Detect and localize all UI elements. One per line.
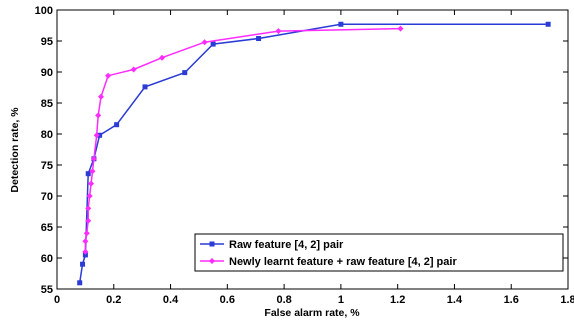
x-tick-label: 1.4 [447, 294, 463, 306]
x-tick-label: 0.6 [220, 294, 235, 306]
data-point-newly-learnt [88, 180, 95, 187]
y-tick-label: 75 [41, 160, 53, 172]
data-point-newly-learnt [89, 168, 96, 175]
data-point-raw-feature [80, 261, 86, 267]
x-tick-label: 1.8 [560, 294, 574, 306]
data-point-raw-feature [85, 171, 91, 177]
data-point-newly-learnt [98, 93, 105, 100]
data-point-newly-learnt [83, 230, 90, 237]
x-tick-label: 0.2 [106, 294, 121, 306]
data-point-newly-learnt [105, 72, 112, 79]
y-tick-label: 55 [41, 284, 53, 296]
data-point-raw-feature [545, 21, 551, 27]
legend-label-raw: Raw feature [4, 2] pair [229, 239, 344, 251]
data-point-raw-feature [210, 41, 216, 47]
data-point-newly-learnt [201, 39, 208, 46]
data-point-newly-learnt [275, 28, 282, 35]
y-tick-label: 80 [41, 129, 53, 141]
data-point-raw-feature [182, 70, 188, 76]
data-point-newly-learnt [93, 132, 100, 139]
y-tick-label: 100 [35, 5, 53, 17]
y-axis-label: Detection rate, % [9, 107, 21, 193]
y-tick-label: 60 [41, 253, 53, 265]
data-point-raw-feature [82, 252, 88, 258]
x-tick-label: 1.2 [390, 294, 405, 306]
x-tick-label: 0 [54, 294, 60, 306]
x-tick-label: 0.4 [163, 294, 179, 306]
legend-marker-raw [209, 241, 215, 247]
data-point-raw-feature [142, 84, 148, 90]
y-tick-label: 90 [41, 67, 53, 79]
data-point-raw-feature [114, 122, 120, 128]
x-tick-label: 1 [338, 294, 344, 306]
axis-ticks: 0 0.2 0.4 0.6 0.8 1 1.2 1.4 1.6 1.8 55 60 65 70 75 80 85… [35, 5, 574, 306]
data-point-raw-feature [256, 36, 262, 42]
legend: Raw feature [4, 2] pair Newly learnt fea… [194, 233, 564, 272]
data-point-newly-learnt [82, 248, 89, 255]
data-point-newly-learnt [85, 217, 92, 224]
x-tick-label: 0.8 [276, 294, 291, 306]
x-axis-label: False alarm rate, % [264, 307, 360, 319]
data-point-raw-feature [338, 21, 344, 27]
y-tick-label: 95 [41, 36, 53, 48]
legend-marker-newly [209, 258, 215, 264]
data-point-newly-learnt [85, 205, 92, 212]
y-tick-label: 85 [41, 98, 53, 110]
data-point-newly-learnt [82, 238, 89, 245]
data-point-newly-learnt [95, 112, 102, 119]
data-point-newly-learnt [159, 54, 166, 61]
data-point-newly-learnt [86, 193, 93, 199]
y-tick-label: 65 [41, 222, 53, 234]
series-layer [77, 21, 551, 286]
data-point-newly-learnt [90, 155, 97, 162]
legend-label-newly: Newly learnt feature + raw feature [4, 2… [229, 256, 457, 268]
legend-box [194, 233, 564, 272]
data-point-newly-learnt [397, 25, 404, 32]
data-point-newly-learnt [130, 66, 137, 73]
y-tick-label: 70 [41, 191, 53, 203]
data-point-raw-feature [77, 280, 83, 286]
x-tick-label: 1.6 [504, 294, 519, 306]
